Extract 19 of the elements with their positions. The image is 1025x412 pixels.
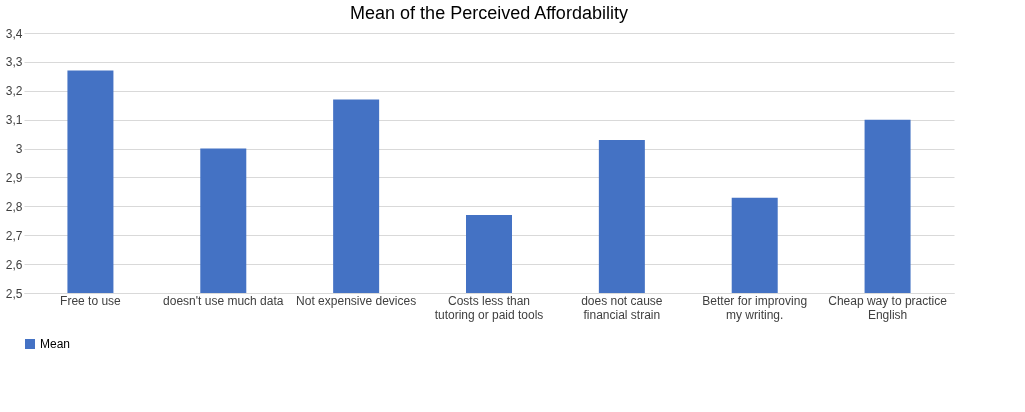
x-tick-label: Cheap way to practice English xyxy=(828,293,948,322)
chart-title: Mean of the Perceived Affordability xyxy=(350,3,628,23)
y-tick-label: 3,2 xyxy=(5,84,23,99)
y-tick-label: 3,3 xyxy=(5,55,23,70)
y-tick-label: 2,9 xyxy=(5,170,23,185)
y-tick-label: 2,8 xyxy=(5,199,23,214)
y-tick-label: 2,6 xyxy=(5,257,23,272)
x-tick-label: doesn't use much data xyxy=(163,293,284,308)
y-tick-label: 2,7 xyxy=(5,228,23,243)
x-tick-label: Not expensive devices xyxy=(296,293,417,308)
x-tick-label: Better for improving my writing. xyxy=(702,293,808,322)
x-tick-label: Costs less than tutoring or paid tools xyxy=(434,293,544,322)
y-tick-label: 3 xyxy=(15,142,23,157)
y-tick-label: 2,5 xyxy=(5,286,23,301)
x-tick-label: Free to use xyxy=(60,293,122,308)
y-tick-label: 3,4 xyxy=(5,26,23,41)
y-tick-label: 3,1 xyxy=(5,113,23,128)
legend-label: Mean xyxy=(40,337,71,351)
x-tick-label: does not cause financial strain xyxy=(581,293,663,322)
